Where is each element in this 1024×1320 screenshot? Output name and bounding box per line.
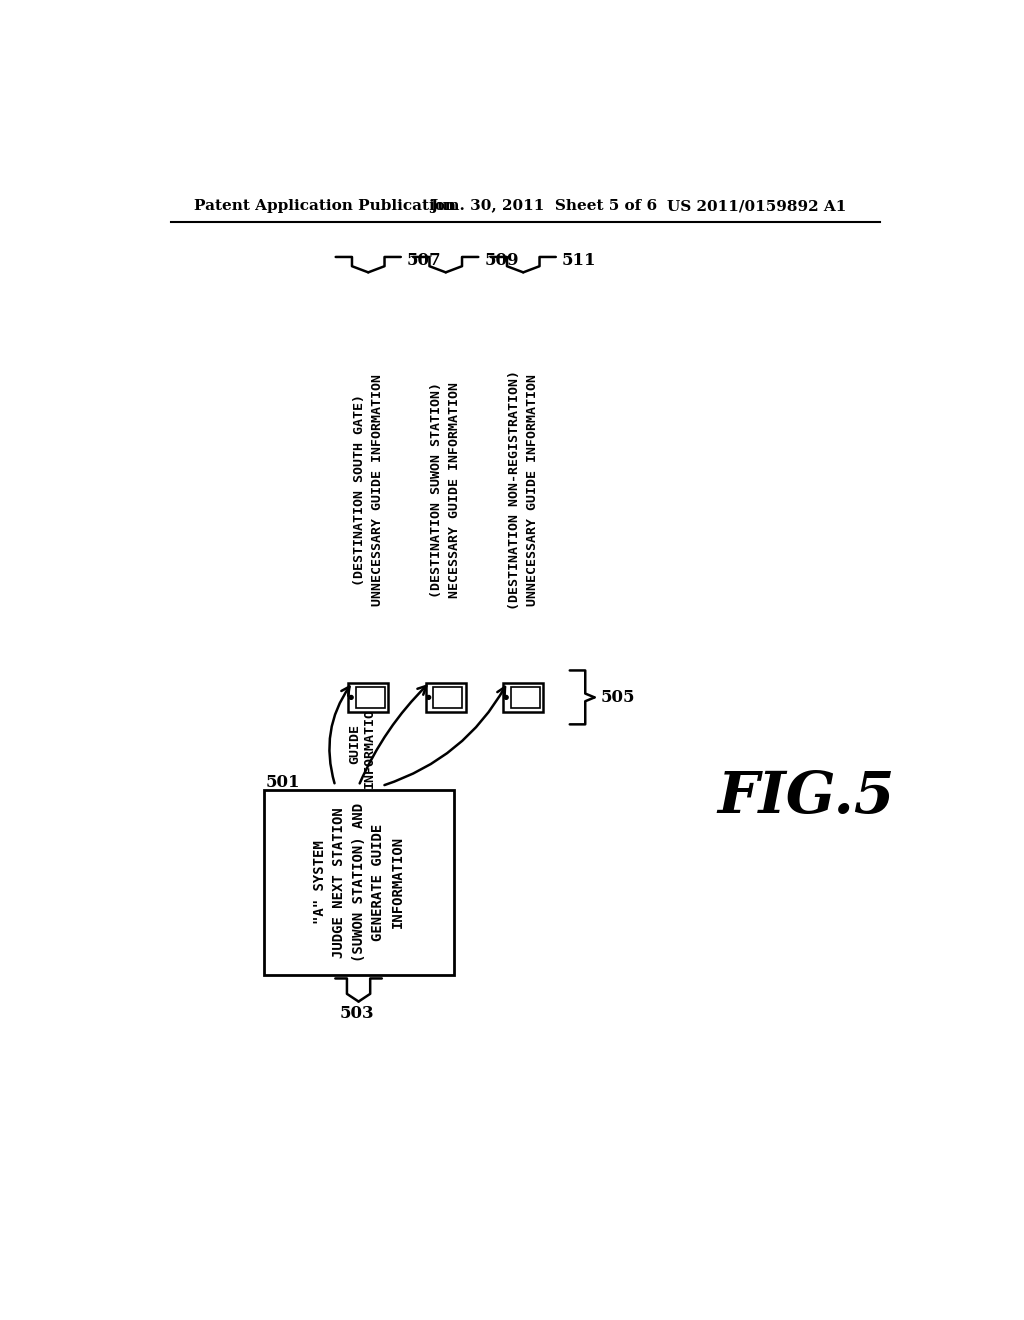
Text: (DESTINATION SUWON STATION)
NECESSARY GUIDE INFORMATION: (DESTINATION SUWON STATION) NECESSARY GU… [430,381,461,598]
Polygon shape [356,686,385,708]
Text: "A" SYSTEM
JUDGE NEXT STATION
(SUWON STATION) AND
GENERATE GUIDE
INFORMATION: "A" SYSTEM JUDGE NEXT STATION (SUWON STA… [312,803,404,962]
FancyBboxPatch shape [263,789,454,974]
Text: FIG.5: FIG.5 [717,770,895,826]
Text: US 2011/0159892 A1: US 2011/0159892 A1 [667,199,846,213]
Text: GUIDE
INFORMATION: GUIDE INFORMATION [348,700,376,788]
Polygon shape [426,682,466,711]
Polygon shape [511,686,540,708]
Text: 503: 503 [339,1005,374,1022]
Text: 511: 511 [562,252,597,269]
Text: Jun. 30, 2011  Sheet 5 of 6: Jun. 30, 2011 Sheet 5 of 6 [430,199,657,213]
Text: (DESTINATION SOUTH GATE)
UNNECESSARY GUIDE INFORMATION: (DESTINATION SOUTH GATE) UNNECESSARY GUI… [352,374,384,606]
Text: Patent Application Publication: Patent Application Publication [194,199,456,213]
Circle shape [427,696,431,700]
Text: (DESTINATION NON-REGISTRATION)
UNNECESSARY GUIDE INFORMATION: (DESTINATION NON-REGISTRATION) UNNECESSA… [508,370,539,610]
Text: 501: 501 [265,774,300,791]
Polygon shape [503,682,544,711]
Polygon shape [348,682,388,711]
Circle shape [504,696,508,700]
Polygon shape [433,686,462,708]
Text: 507: 507 [407,252,441,269]
Circle shape [349,696,353,700]
Text: 505: 505 [601,689,635,706]
Text: 509: 509 [484,252,519,269]
